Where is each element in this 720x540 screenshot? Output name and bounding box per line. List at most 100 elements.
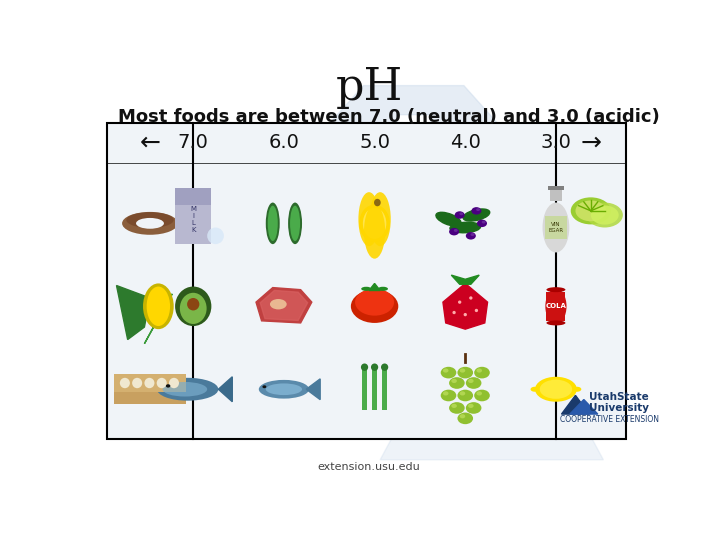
Bar [545,216,567,239]
Text: 5.0: 5.0 [359,133,390,152]
Ellipse shape [288,202,302,244]
Ellipse shape [136,218,164,229]
Ellipse shape [290,206,300,241]
Bar [114,375,186,404]
Ellipse shape [457,390,473,401]
Ellipse shape [472,207,482,214]
Ellipse shape [122,212,178,235]
Ellipse shape [207,227,224,244]
Ellipse shape [436,212,461,226]
Ellipse shape [443,392,449,395]
Bar [548,186,564,190]
Ellipse shape [575,200,606,221]
Bar [372,368,377,410]
Ellipse shape [441,367,456,379]
Ellipse shape [466,377,482,389]
Ellipse shape [145,378,155,388]
Polygon shape [260,291,307,320]
Ellipse shape [573,387,581,392]
Ellipse shape [459,212,463,215]
Ellipse shape [157,378,218,401]
Ellipse shape [359,192,379,246]
Ellipse shape [454,211,464,219]
Ellipse shape [359,205,390,242]
Ellipse shape [450,222,480,233]
Text: →: → [580,131,601,155]
Ellipse shape [459,414,465,418]
Ellipse shape [454,229,458,232]
Ellipse shape [468,404,474,408]
Text: 4.0: 4.0 [450,133,481,152]
Ellipse shape [535,377,577,402]
Ellipse shape [466,402,482,414]
Ellipse shape [464,313,467,316]
Polygon shape [306,379,320,400]
Text: UtahState: UtahState [590,392,649,402]
Polygon shape [380,252,603,460]
Text: 3.0: 3.0 [541,133,572,152]
Ellipse shape [587,202,623,227]
Ellipse shape [132,378,142,388]
Ellipse shape [469,296,472,300]
Ellipse shape [378,287,388,291]
Ellipse shape [458,300,462,304]
Ellipse shape [449,377,464,389]
Polygon shape [369,284,380,291]
Bar [114,374,186,392]
Ellipse shape [363,208,387,239]
Ellipse shape [175,287,212,326]
Ellipse shape [120,378,130,388]
Bar [175,194,212,244]
Bar [362,368,366,410]
FancyBboxPatch shape [107,123,626,439]
Ellipse shape [459,392,465,395]
Ellipse shape [451,404,457,408]
Bar [550,189,562,201]
Ellipse shape [471,233,474,236]
Text: Most foods are between 7.0 (neutral) and 3.0 (acidic): Most foods are between 7.0 (neutral) and… [118,108,660,126]
Ellipse shape [266,202,280,244]
Text: 7.0: 7.0 [178,133,209,152]
Ellipse shape [457,413,473,424]
Ellipse shape [477,368,482,373]
Polygon shape [443,284,487,329]
Ellipse shape [143,284,174,329]
Ellipse shape [180,293,207,324]
Bar [546,292,565,321]
Ellipse shape [268,206,278,241]
Ellipse shape [482,221,485,224]
Ellipse shape [443,368,449,373]
Ellipse shape [361,287,372,291]
Ellipse shape [474,390,490,401]
Ellipse shape [187,298,199,310]
Ellipse shape [449,228,459,235]
Ellipse shape [546,320,565,326]
Ellipse shape [591,205,618,225]
Ellipse shape [531,387,539,392]
Text: M
I
L
K: M I L K [190,206,197,233]
Ellipse shape [270,299,287,309]
Polygon shape [256,288,312,323]
Ellipse shape [451,379,457,383]
Ellipse shape [477,220,487,227]
Ellipse shape [169,378,179,388]
Ellipse shape [157,378,167,388]
Ellipse shape [477,392,482,395]
Ellipse shape [163,382,207,396]
Ellipse shape [474,367,490,379]
Ellipse shape [147,287,170,326]
Ellipse shape [540,380,572,399]
Polygon shape [263,85,564,231]
Ellipse shape [364,205,385,259]
Ellipse shape [571,197,611,225]
Polygon shape [562,395,590,414]
Ellipse shape [468,379,474,383]
Ellipse shape [369,192,391,246]
Polygon shape [145,294,172,344]
Text: University: University [590,403,649,413]
Ellipse shape [381,363,388,371]
Ellipse shape [355,288,394,316]
Ellipse shape [463,209,490,221]
Ellipse shape [126,212,174,228]
Ellipse shape [351,289,398,323]
